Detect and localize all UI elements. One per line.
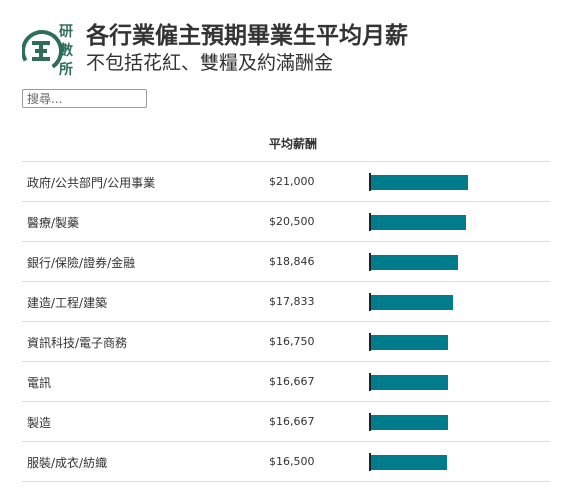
table-body: 政府/公共部門/公用事業 $21,000 醫療/製藥 $20,500 銀行/保險/證券/… bbox=[22, 162, 550, 482]
row-category: 電訊 bbox=[27, 376, 52, 390]
row-value-label: $20,500 bbox=[269, 215, 315, 228]
search-input[interactable] bbox=[22, 89, 147, 108]
bar-baseline bbox=[369, 413, 371, 431]
salary-bar bbox=[369, 175, 469, 190]
bar-baseline bbox=[369, 173, 371, 191]
row-category: 政府/公共部門/公用事業 bbox=[27, 176, 156, 190]
chart-subtitle: 不包括花紅、雙糧及約滿酬金 bbox=[86, 52, 334, 74]
bar-track bbox=[369, 333, 549, 351]
table-header: 平均薪酬 bbox=[22, 122, 550, 162]
header: 研 數 所 各行業僱主預期畢業生平均月薪 不包括花紅、雙糧及約滿酬金 bbox=[22, 12, 552, 78]
logo-char-1: 研 bbox=[59, 24, 73, 40]
bar-baseline bbox=[369, 293, 371, 311]
row-value-label: $16,667 bbox=[269, 375, 315, 388]
table-row: 建造/工程/建築 $17,833 bbox=[22, 282, 550, 322]
table-row: 政府/公共部門/公用事業 $21,000 bbox=[22, 162, 550, 202]
salary-table: 平均薪酬 政府/公共部門/公用事業 $21,000 醫療/製藥 $20,500 銀行/保… bbox=[22, 122, 550, 482]
row-value-label: $16,750 bbox=[269, 335, 315, 348]
logo-char-3: 所 bbox=[59, 61, 73, 78]
column-header-average-salary: 平均薪酬 bbox=[269, 137, 318, 151]
bar-baseline bbox=[369, 453, 371, 471]
table-row: 電訊 $16,667 bbox=[22, 362, 550, 402]
table-row: 資訊科技/電子商務 $16,750 bbox=[22, 322, 550, 362]
salary-bar bbox=[369, 255, 459, 270]
table-row: 製造 $16,667 bbox=[22, 402, 550, 442]
logo-char-2: 數 bbox=[59, 42, 73, 59]
salary-bar bbox=[369, 295, 454, 310]
bar-track bbox=[369, 173, 549, 191]
salary-bar bbox=[369, 455, 448, 470]
table-row: 銀行/保險/證券/金融 $18,846 bbox=[22, 242, 550, 282]
chart-title: 各行業僱主預期畢業生平均月薪 bbox=[86, 23, 408, 49]
row-category: 資訊科技/電子商務 bbox=[27, 336, 128, 350]
hk01-research-logo-icon: 研 數 所 bbox=[22, 24, 73, 78]
row-value-label: $16,500 bbox=[269, 455, 315, 468]
bar-track bbox=[369, 293, 549, 311]
row-category: 醫療/製藥 bbox=[27, 216, 80, 230]
bar-track bbox=[369, 213, 549, 231]
row-category: 製造 bbox=[27, 416, 52, 430]
salary-bar bbox=[369, 415, 448, 430]
row-category: 銀行/保險/證券/金融 bbox=[27, 256, 136, 270]
salary-bar bbox=[369, 375, 448, 390]
bar-track bbox=[369, 413, 549, 431]
bar-baseline bbox=[369, 253, 371, 271]
table-row: 醫療/製藥 $20,500 bbox=[22, 202, 550, 242]
row-category: 服裝/成衣/紡織 bbox=[27, 456, 108, 470]
salary-bar bbox=[369, 335, 449, 350]
row-value-label: $21,000 bbox=[269, 175, 315, 188]
table-row: 服裝/成衣/紡織 $16,500 bbox=[22, 442, 550, 482]
bar-track bbox=[369, 253, 549, 271]
bar-track bbox=[369, 453, 549, 471]
row-value-label: $17,833 bbox=[269, 295, 315, 308]
row-category: 建造/工程/建築 bbox=[27, 296, 108, 310]
bar-baseline bbox=[369, 333, 371, 351]
bar-track bbox=[369, 373, 549, 391]
salary-bar bbox=[369, 215, 467, 230]
bar-baseline bbox=[369, 213, 371, 231]
bar-baseline bbox=[369, 373, 371, 391]
row-value-label: $18,846 bbox=[269, 255, 315, 268]
row-value-label: $16,667 bbox=[269, 415, 315, 428]
